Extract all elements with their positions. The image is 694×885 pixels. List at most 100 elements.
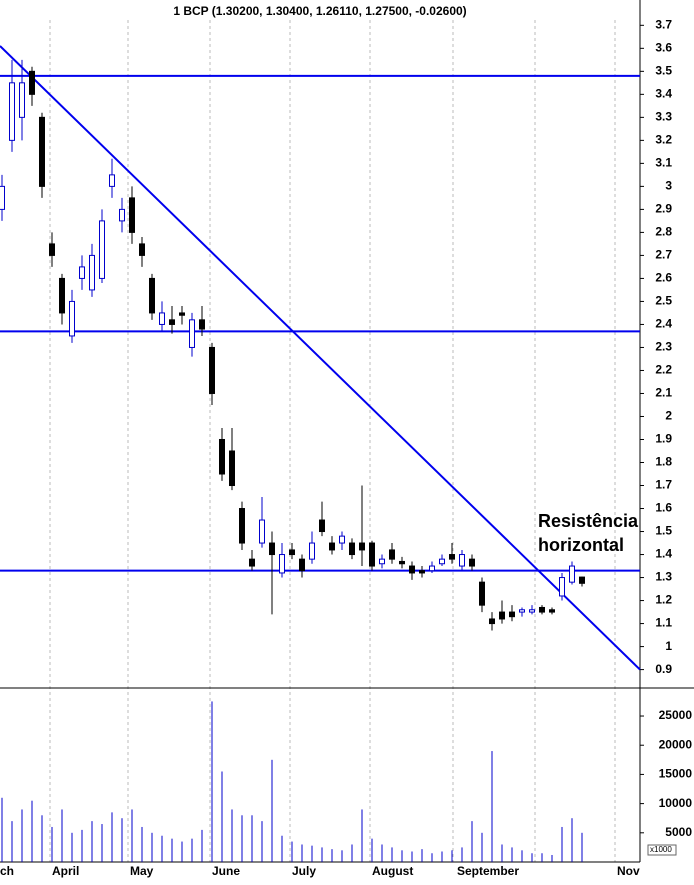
unit-box [647, 844, 677, 856]
volume-bar [251, 815, 253, 862]
candle-body [99, 220, 105, 279]
volume-bar [191, 838, 193, 862]
volume-bar [571, 818, 573, 862]
candle-body [139, 243, 145, 256]
trend-line [0, 45, 641, 671]
candle-body [59, 277, 65, 314]
x-tick-label: August [372, 864, 413, 878]
volume-unit: x1000 [650, 845, 672, 854]
volume-bar [541, 853, 543, 862]
volume-bar [531, 853, 533, 862]
volume-tick-label: 10000 [659, 796, 693, 810]
candle-body [379, 558, 385, 565]
candle-body [179, 312, 185, 316]
volume-bar [41, 815, 43, 862]
volume-bar [271, 759, 273, 862]
volume-bar [411, 851, 413, 862]
volume-bar [261, 821, 263, 862]
volume-bar [211, 701, 213, 862]
x-tick-label: July [292, 864, 316, 878]
y-tick-label: 2.3 [655, 340, 672, 354]
y-tick-label: 3.2 [655, 133, 672, 147]
y-tick-label: 3.4 [655, 87, 672, 101]
candle-body [349, 542, 355, 556]
volume-bar [181, 841, 183, 862]
volume-bar [441, 851, 443, 862]
volume-bar [151, 832, 153, 862]
volume-bar [371, 838, 373, 862]
volume-bar [491, 751, 493, 862]
y-tick-label: 2.6 [655, 271, 672, 285]
volume-bar [201, 829, 203, 862]
candle-body [249, 558, 255, 567]
volume-bar [311, 845, 313, 862]
volume-bar [91, 821, 93, 862]
y-tick-label: 1 [665, 639, 672, 653]
volume-bar [161, 835, 163, 862]
candle-body [499, 611, 505, 620]
volume-bar [511, 847, 513, 862]
annotation: horizontal [538, 535, 624, 555]
x-tick-label: Nov [617, 864, 640, 878]
candle-body [519, 609, 525, 613]
y-tick-label: 1.3 [655, 570, 672, 584]
y-tick-label: 3.7 [655, 17, 672, 31]
y-tick-label: 2.8 [655, 225, 672, 239]
y-tick-label: 3.3 [655, 110, 672, 124]
annotation: Resistência [538, 511, 639, 531]
candle-body [429, 565, 435, 572]
volume-bar [381, 844, 383, 862]
y-tick-label: 1.1 [655, 616, 672, 630]
volume-bar [11, 821, 13, 862]
y-tick-label: 3.5 [655, 64, 672, 78]
volume-bar [561, 826, 563, 862]
candle-body [49, 243, 55, 256]
volume-bar [391, 847, 393, 862]
volume-bar [351, 844, 353, 862]
volume-bar [421, 849, 423, 862]
candle-body [259, 519, 265, 544]
y-tick-label: 1.6 [655, 501, 672, 515]
candle-body [9, 82, 15, 141]
candle-body [109, 174, 115, 187]
candle-body [269, 542, 275, 556]
volume-bar [401, 850, 403, 862]
x-tick-label: April [52, 864, 79, 878]
y-tick-label: 1.7 [655, 478, 672, 492]
candle-body [29, 70, 35, 95]
candle-body [19, 82, 25, 118]
volume-bar [341, 850, 343, 862]
volume-bar [131, 809, 133, 862]
volume-bar [431, 853, 433, 862]
candle-body [569, 565, 575, 583]
candle-body [189, 319, 195, 348]
y-tick-label: 1.4 [655, 547, 672, 561]
y-tick-label: 1.9 [655, 432, 672, 446]
volume-bar [291, 841, 293, 862]
candle-body [89, 254, 95, 291]
candle-body [359, 542, 365, 551]
volume-bar [301, 844, 303, 862]
candle-body [339, 535, 345, 544]
volume-bar [501, 844, 503, 862]
volume-bar [61, 809, 63, 862]
candle-body [289, 549, 295, 556]
x-tick-label: September [457, 864, 519, 878]
candle-body [469, 558, 475, 567]
candle-body [119, 208, 125, 222]
candle-body [199, 319, 205, 330]
y-tick-label: 2.9 [655, 202, 672, 216]
candle-body [489, 618, 495, 625]
y-tick-label: 2.4 [655, 317, 672, 331]
volume-bar [481, 832, 483, 862]
volume-bar [471, 821, 473, 862]
y-tick-label: 3 [665, 179, 672, 193]
volume-tick-label: 20000 [659, 737, 693, 751]
volume-bar [231, 809, 233, 862]
volume-bar [321, 847, 323, 862]
x-tick-label: June [212, 864, 240, 878]
volume-bar [221, 771, 223, 862]
y-tick-label: 0.9 [655, 662, 672, 676]
